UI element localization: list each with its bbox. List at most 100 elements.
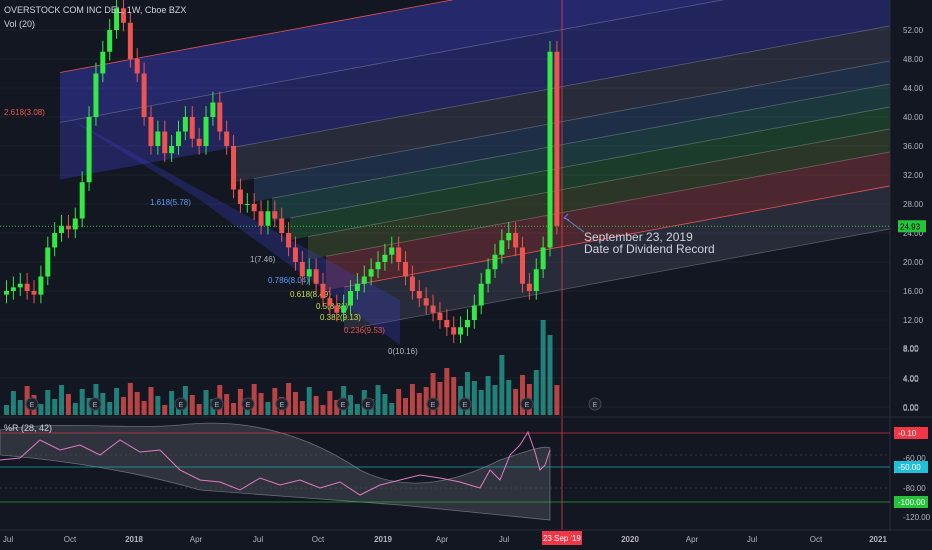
candle-body	[217, 102, 223, 132]
price-tick-label: 52.00	[903, 26, 924, 35]
candle-body	[299, 262, 305, 277]
earnings-letter: E	[431, 402, 436, 409]
time-tick-label: Apr	[436, 535, 449, 544]
candle-body	[506, 233, 512, 241]
fib-level-label: 1.618(5.78)	[150, 198, 191, 207]
fib-level-label: 0.382(9.13)	[320, 313, 361, 322]
volume-bar	[520, 375, 525, 415]
candle-body	[279, 218, 285, 233]
volume-bar	[403, 398, 409, 415]
candle-body	[210, 102, 216, 117]
price-tick-label: 40.00	[903, 113, 924, 122]
wr-level-badge	[894, 461, 928, 473]
price-tick-label: 20.00	[903, 258, 924, 267]
volume-bar	[100, 393, 106, 415]
earnings-letter: E	[215, 402, 220, 409]
earnings-letter: E	[93, 402, 98, 409]
candle-body	[59, 225, 65, 233]
candle-body	[526, 283, 532, 291]
fib-band	[236, 25, 890, 182]
candle-body	[52, 233, 58, 248]
earnings-circle	[174, 397, 188, 411]
fib-line	[325, 151, 891, 257]
wr-level-text: -50.00	[898, 463, 921, 472]
candle-body	[286, 233, 292, 248]
volume-bar	[224, 394, 230, 415]
candle-body	[361, 276, 367, 284]
volume-bar	[45, 390, 51, 415]
price-tick-label: 44.00	[903, 84, 924, 93]
price-badge	[898, 220, 926, 233]
candle-body	[189, 117, 195, 139]
volume-bar	[258, 393, 264, 415]
candle-body	[444, 320, 450, 328]
volume-bar	[320, 405, 326, 415]
volume-bar	[375, 385, 381, 415]
volume-bar	[547, 335, 553, 415]
candle-body	[134, 59, 140, 74]
earnings-circle	[25, 397, 39, 411]
candle-body	[196, 138, 202, 146]
fib-band	[308, 128, 890, 260]
candle-body	[65, 225, 71, 230]
time-tick-label: Apr	[190, 535, 203, 544]
earnings-marker: E	[426, 397, 440, 411]
price-tick-label: 32.00	[903, 171, 924, 180]
candle-body	[451, 327, 457, 335]
candle-body	[403, 262, 409, 277]
candle-body	[416, 291, 422, 299]
volume-bar	[196, 404, 202, 415]
volume-bar	[134, 392, 140, 415]
volume-bar	[72, 403, 78, 415]
fib-line	[343, 185, 891, 288]
candle-body	[292, 247, 298, 262]
fib-channel	[59, 0, 891, 345]
volume-bar	[444, 368, 450, 415]
volume-bar	[348, 395, 353, 415]
fib-line	[253, 60, 891, 180]
candle-body	[348, 291, 353, 306]
candle-body	[478, 283, 484, 306]
candle-body	[265, 211, 271, 226]
candle-body	[430, 305, 436, 313]
volume-bar	[65, 394, 71, 415]
wr-tick-label: -120.00	[903, 513, 931, 522]
fib-band	[326, 151, 890, 291]
candle-body	[375, 262, 381, 270]
volume-bar	[79, 389, 85, 415]
volume-bar	[38, 404, 44, 415]
volume-bar	[265, 402, 271, 415]
volume-bar	[492, 385, 498, 415]
earnings-letter: E	[341, 402, 346, 409]
earnings-circle	[336, 397, 350, 411]
candle-body	[237, 189, 243, 204]
candle-body	[464, 320, 470, 328]
volume-bar	[114, 388, 120, 415]
volume-bar	[231, 403, 237, 415]
volume-label: Vol (20)	[4, 19, 36, 29]
earnings-marker: E	[361, 397, 375, 411]
earnings-circle	[426, 397, 440, 411]
candle-body	[320, 283, 326, 299]
candle-body	[176, 131, 181, 146]
volume-bar	[272, 388, 278, 415]
candle-body	[114, 8, 120, 30]
annotation-line2: Date of Dividend Record	[584, 242, 715, 256]
candle-body	[423, 298, 429, 306]
candle-body	[409, 276, 415, 291]
earnings-marker: E	[25, 397, 39, 411]
date-badge-text: 23 Sep '19	[543, 534, 582, 543]
candle-body	[327, 298, 333, 306]
fib-level-label: 0.236(9.53)	[344, 326, 385, 335]
candle-body	[127, 22, 133, 59]
fib-line	[59, 0, 455, 73]
time-tick-label: Jul	[253, 535, 263, 544]
earnings-circle	[275, 397, 289, 411]
fib-line	[59, 0, 725, 123]
fib-line	[307, 128, 891, 238]
candle-body	[382, 254, 388, 262]
time-tick-label: Jul	[3, 535, 13, 544]
earnings-marker: E	[275, 397, 289, 411]
volume-bar	[17, 400, 23, 415]
